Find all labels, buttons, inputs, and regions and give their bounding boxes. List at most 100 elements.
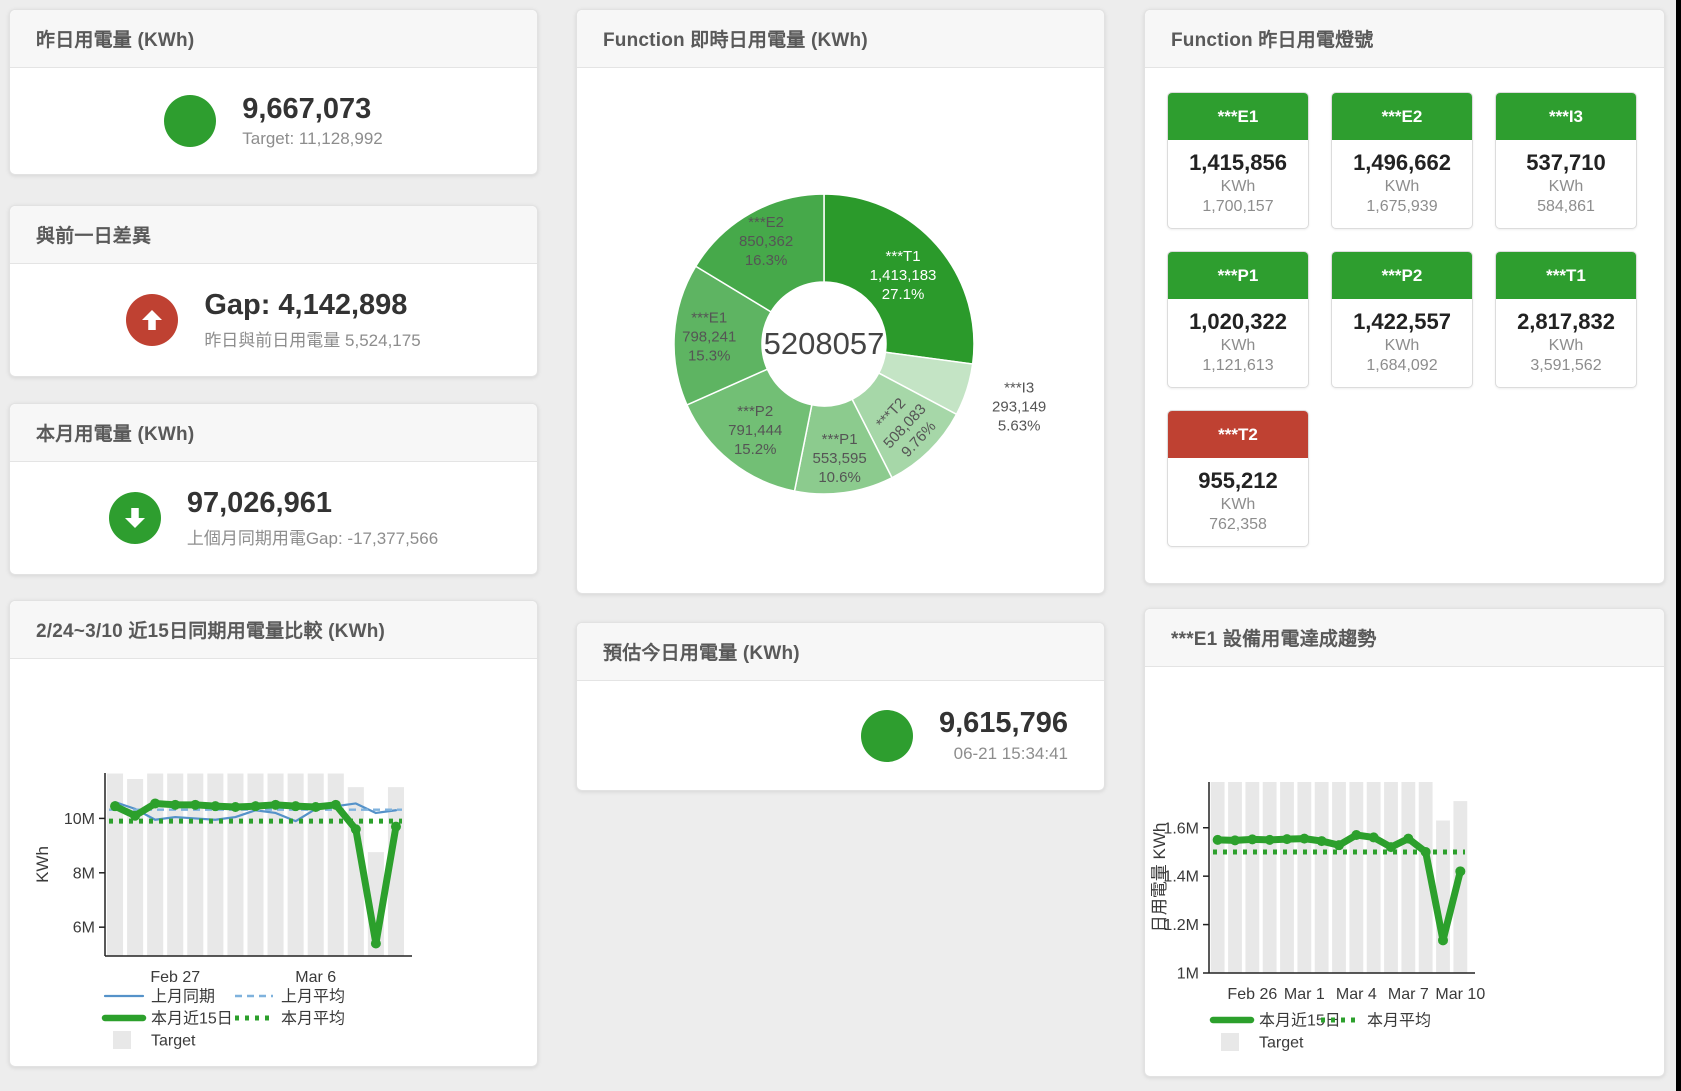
donut-slice-E2 — [694, 193, 825, 313]
card-title: Function 昨日用電燈號 — [1171, 30, 1374, 51]
tile-secondary: 1,700,157 — [1202, 198, 1274, 215]
svg-text:本月平均: 本月平均 — [281, 1010, 345, 1028]
tile-header: ***P1 — [1168, 252, 1308, 299]
kpi-text: 9,615,796 06-21 15:34:41 — [939, 707, 1068, 763]
svg-text:Feb 27: Feb 27 — [150, 969, 200, 986]
svg-text:Mar 1: Mar 1 — [1284, 986, 1325, 1003]
svg-text:Feb 26: Feb 26 — [1227, 986, 1277, 1003]
svg-text:Target: Target — [1259, 1035, 1304, 1052]
kpi-value: 9,667,073 — [242, 92, 372, 125]
tile-body: 955,212 KWh 762,358 — [1168, 458, 1308, 546]
card-title: 昨日用電量 (KWh) — [36, 30, 195, 51]
kpi-body: 9,615,796 06-21 15:34:41 — [577, 681, 1104, 790]
card-header: 昨日用電量 (KWh) — [10, 10, 537, 68]
tile-header: ***E2 — [1332, 93, 1472, 140]
tile-body: 1,496,662 KWh 1,675,939 — [1332, 140, 1472, 228]
card-title: Function 即時日用電量 (KWh) — [603, 30, 868, 51]
tile-header: ***E1 — [1168, 93, 1308, 140]
kpi-body: Gap: 4,142,898 昨日與前日用電量 5,524,175 — [10, 264, 537, 376]
chart-body: 1M 1.2M 1.4M 1.6M Feb 26 Mar 1 Mar 4 Mar 7 Mar 1… — [1145, 667, 1664, 1076]
card-month-usage: 本月用電量 (KWh) 97,026,961 上個月同期用電Gap: -17,3… — [9, 403, 538, 575]
tile-value: 1,415,856 — [1189, 150, 1287, 175]
svg-text:798,241: 798,241 — [682, 329, 736, 346]
card-header: Function 昨日用電燈號 — [1145, 10, 1664, 68]
tile-value: 537,710 — [1526, 150, 1606, 175]
tile-value: 2,817,832 — [1517, 309, 1615, 334]
kpi-timestamp: 06-21 15:34:41 — [953, 743, 1068, 763]
light-tile-T2: ***T2 955,212 KWh 762,358 — [1167, 410, 1309, 547]
card-header: 本月用電量 (KWh) — [10, 404, 537, 462]
svg-text:10.6%: 10.6% — [818, 469, 861, 486]
lights-grid: ***E1 1,415,856 KWh 1,700,157 ***E2 1,496,662… — [1145, 68, 1664, 571]
card-status-lights: Function 昨日用電燈號 ***E1 1,415,856 KWh 1,700,1… — [1144, 9, 1665, 584]
donut-slice-P2 — [685, 368, 813, 492]
card-title: 本月用電量 (KWh) — [36, 424, 195, 445]
tile-secondary: 3,591,562 — [1530, 357, 1602, 374]
tile-secondary: 762,358 — [1209, 516, 1267, 533]
tile-unit: KWh — [1548, 337, 1584, 354]
light-tile-I3: ***I3 537,710 KWh 584,861 — [1495, 92, 1637, 229]
svg-text:***E2: ***E2 — [748, 214, 784, 231]
light-tile-T1: ***T1 2,817,832 KWh 3,591,562 — [1495, 251, 1637, 388]
green-status-circle-icon — [860, 709, 913, 762]
donut-slice-E1 — [673, 265, 773, 406]
svg-text:***P2: ***P2 — [737, 403, 773, 420]
card-header: 2/24~3/10 近15日同期用電量比較 (KWh) — [10, 601, 537, 659]
kpi-subtitle: 上個月同期用電Gap: -17,377,566 — [186, 528, 439, 548]
realtime-usage-donut-chart: ***T11,413,18327.1%***I3293,1495.63%***T… — [673, 193, 1046, 495]
tile-secondary: 1,675,939 — [1366, 198, 1438, 215]
donut-center-total: 5208057 — [764, 326, 885, 361]
donut-body: ***T1 1,413,183 27.1% ***I3 293,149 5.63% ***T… — [577, 68, 1104, 593]
tile-unit: KWh — [1220, 496, 1256, 513]
light-tile-E2: ***E2 1,496,662 KWh 1,675,939 — [1331, 92, 1473, 229]
svg-text:Mar 7: Mar 7 — [1388, 986, 1429, 1003]
red-up-arrow-icon — [126, 294, 179, 346]
svg-text:***I3: ***I3 — [1004, 380, 1034, 397]
card-day-gap: 與前一日差異 Gap: 4,142,898 昨日與前日用電量 5,524,175 — [9, 205, 538, 377]
svg-text:293,149: 293,149 — [992, 399, 1046, 416]
card-title: 與前一日差異 — [36, 226, 152, 247]
tile-unit: KWh — [1548, 178, 1584, 195]
kpi-text: 9,667,073 Target: 11,128,992 — [242, 93, 383, 149]
tile-body: 537,710 KWh 584,861 — [1496, 140, 1636, 228]
svg-text:1.2M: 1.2M — [1163, 917, 1199, 934]
svg-text:上月同期: 上月同期 — [151, 988, 215, 1006]
chart-body: 6M 8M 10M Feb 27 Mar 6 KWh 上月同期 上月平均 本月近15日 本月平均 T… — [10, 659, 537, 1066]
card-15day-comparison-chart: 2/24~3/10 近15日同期用電量比較 (KWh) 6M 8M 10M Feb 2… — [9, 600, 538, 1067]
tile-value: 1,496,662 — [1353, 150, 1451, 175]
kpi-value: Gap: 4,142,898 — [204, 289, 408, 322]
card-realtime-donut: Function 即時日用電量 (KWh) ***T1 1,413,183 27.1… — [576, 9, 1105, 594]
svg-text:本月平均: 本月平均 — [1367, 1012, 1431, 1030]
svg-text:1.6M: 1.6M — [1163, 820, 1199, 837]
svg-text:KWh: KWh — [33, 846, 52, 883]
svg-text:553,595: 553,595 — [812, 450, 866, 467]
kpi-subtitle: Target: 11,128,992 — [242, 129, 383, 149]
card-title: 2/24~3/10 近15日同期用電量比較 (KWh) — [36, 621, 386, 642]
svg-text:Mar 6: Mar 6 — [295, 969, 336, 986]
svg-text:***T1: ***T1 — [886, 248, 921, 265]
green-status-circle-icon — [164, 95, 217, 147]
card-header: ***E1 設備用電達成趨勢 — [1145, 609, 1664, 667]
kpi-subtitle: 昨日與前日用電量 5,524,175 — [204, 330, 421, 350]
tile-unit: KWh — [1384, 178, 1420, 195]
svg-text:***P1: ***P1 — [822, 431, 858, 448]
tile-body: 2,817,832 KWh 3,591,562 — [1496, 299, 1636, 387]
card-header: 預估今日用電量 (KWh) — [577, 623, 1104, 681]
tile-header: ***I3 — [1496, 93, 1636, 140]
card-e1-trend-chart: ***E1 設備用電達成趨勢 1M 1.2M 1.4M 1.6M Feb 26 Mar 1… — [1144, 608, 1665, 1077]
svg-text:***E1: ***E1 — [691, 310, 727, 327]
tile-unit: KWh — [1384, 337, 1420, 354]
svg-text:本月近15日: 本月近15日 — [1259, 1012, 1341, 1030]
svg-text:791,444: 791,444 — [728, 422, 782, 439]
tile-value: 955,212 — [1198, 468, 1278, 493]
svg-text:850,362: 850,362 — [739, 233, 793, 250]
svg-text:1.4M: 1.4M — [1163, 869, 1199, 886]
card-header: 與前一日差異 — [10, 206, 537, 264]
svg-text:日用電量 KWh: 日用電量 KWh — [1150, 823, 1169, 933]
tile-value: 1,422,557 — [1353, 309, 1451, 334]
right-edge-black-strip — [1676, 0, 1681, 1091]
light-tile-E1: ***E1 1,415,856 KWh 1,700,157 — [1167, 92, 1309, 229]
kpi-value: 9,615,796 — [938, 707, 1068, 740]
card-estimate-today: 預估今日用電量 (KWh) 9,615,796 06-21 15:34:41 — [576, 622, 1105, 791]
